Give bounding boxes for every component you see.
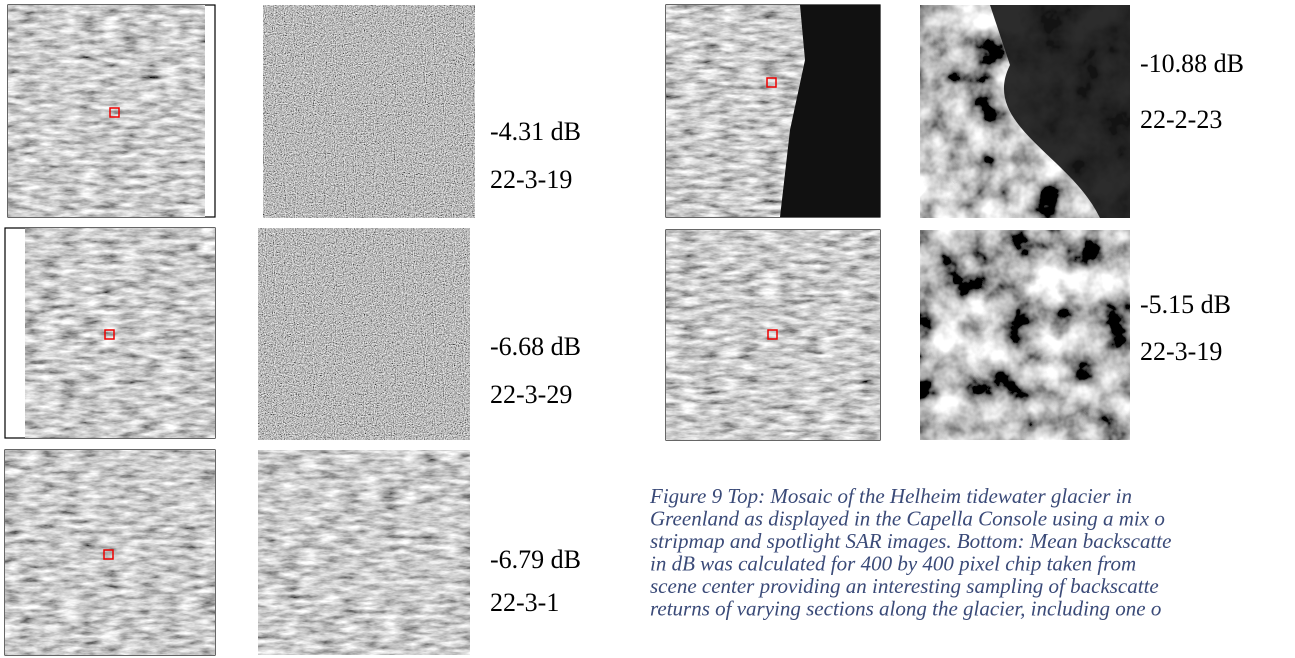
panel: -6.68 dB 22-3-29 [5, 228, 581, 440]
chip-image [258, 450, 470, 655]
acquisition-date: 22-2-23 [1140, 105, 1222, 134]
figure: -4.31 dB 22-3-19 -6.68 dB 22-3-29 -6.79 dB 22… [0, 0, 1295, 658]
backscatter-value: -4.31 dB [490, 117, 581, 146]
panel: -4.31 dB 22-3-19 [8, 5, 581, 218]
caption-line: returns of varying sections along the gl… [650, 597, 1161, 621]
page: -4.31 dB 22-3-19 -6.68 dB 22-3-29 -6.79 dB 22… [0, 0, 1295, 658]
caption-line: in dB was calculated for 400 by 400 pixe… [650, 552, 1136, 576]
chip-image [920, 230, 1130, 440]
acquisition-date: 22-3-29 [490, 380, 572, 409]
panel: -5.15 dB 22-3-19 [666, 230, 1231, 440]
acquisition-date: 22-3-19 [490, 165, 572, 194]
caption-line: Figure 9 Top: Mosaic of the Helheim tide… [649, 484, 1132, 508]
backscatter-value: -5.15 dB [1140, 290, 1231, 319]
scene-image [8, 5, 205, 217]
acquisition-date: 22-3-1 [490, 588, 559, 617]
panel: -6.79 dB 22-3-1 [5, 450, 581, 655]
panel: -10.88 dB 22-2-23 [666, 5, 1244, 218]
backscatter-value: -6.79 dB [490, 545, 581, 574]
acquisition-date: 22-3-19 [1140, 337, 1222, 366]
backscatter-value: -10.88 dB [1140, 49, 1244, 78]
backscatter-value: -6.68 dB [490, 332, 581, 361]
chip-image [263, 5, 475, 218]
caption-line: stripmap and spotlight SAR images. Botto… [650, 529, 1171, 553]
caption-line: scene center providing an interesting sa… [650, 574, 1159, 598]
chip-image [258, 228, 470, 440]
caption-line: Greenland as displayed in the Capella Co… [650, 507, 1165, 531]
